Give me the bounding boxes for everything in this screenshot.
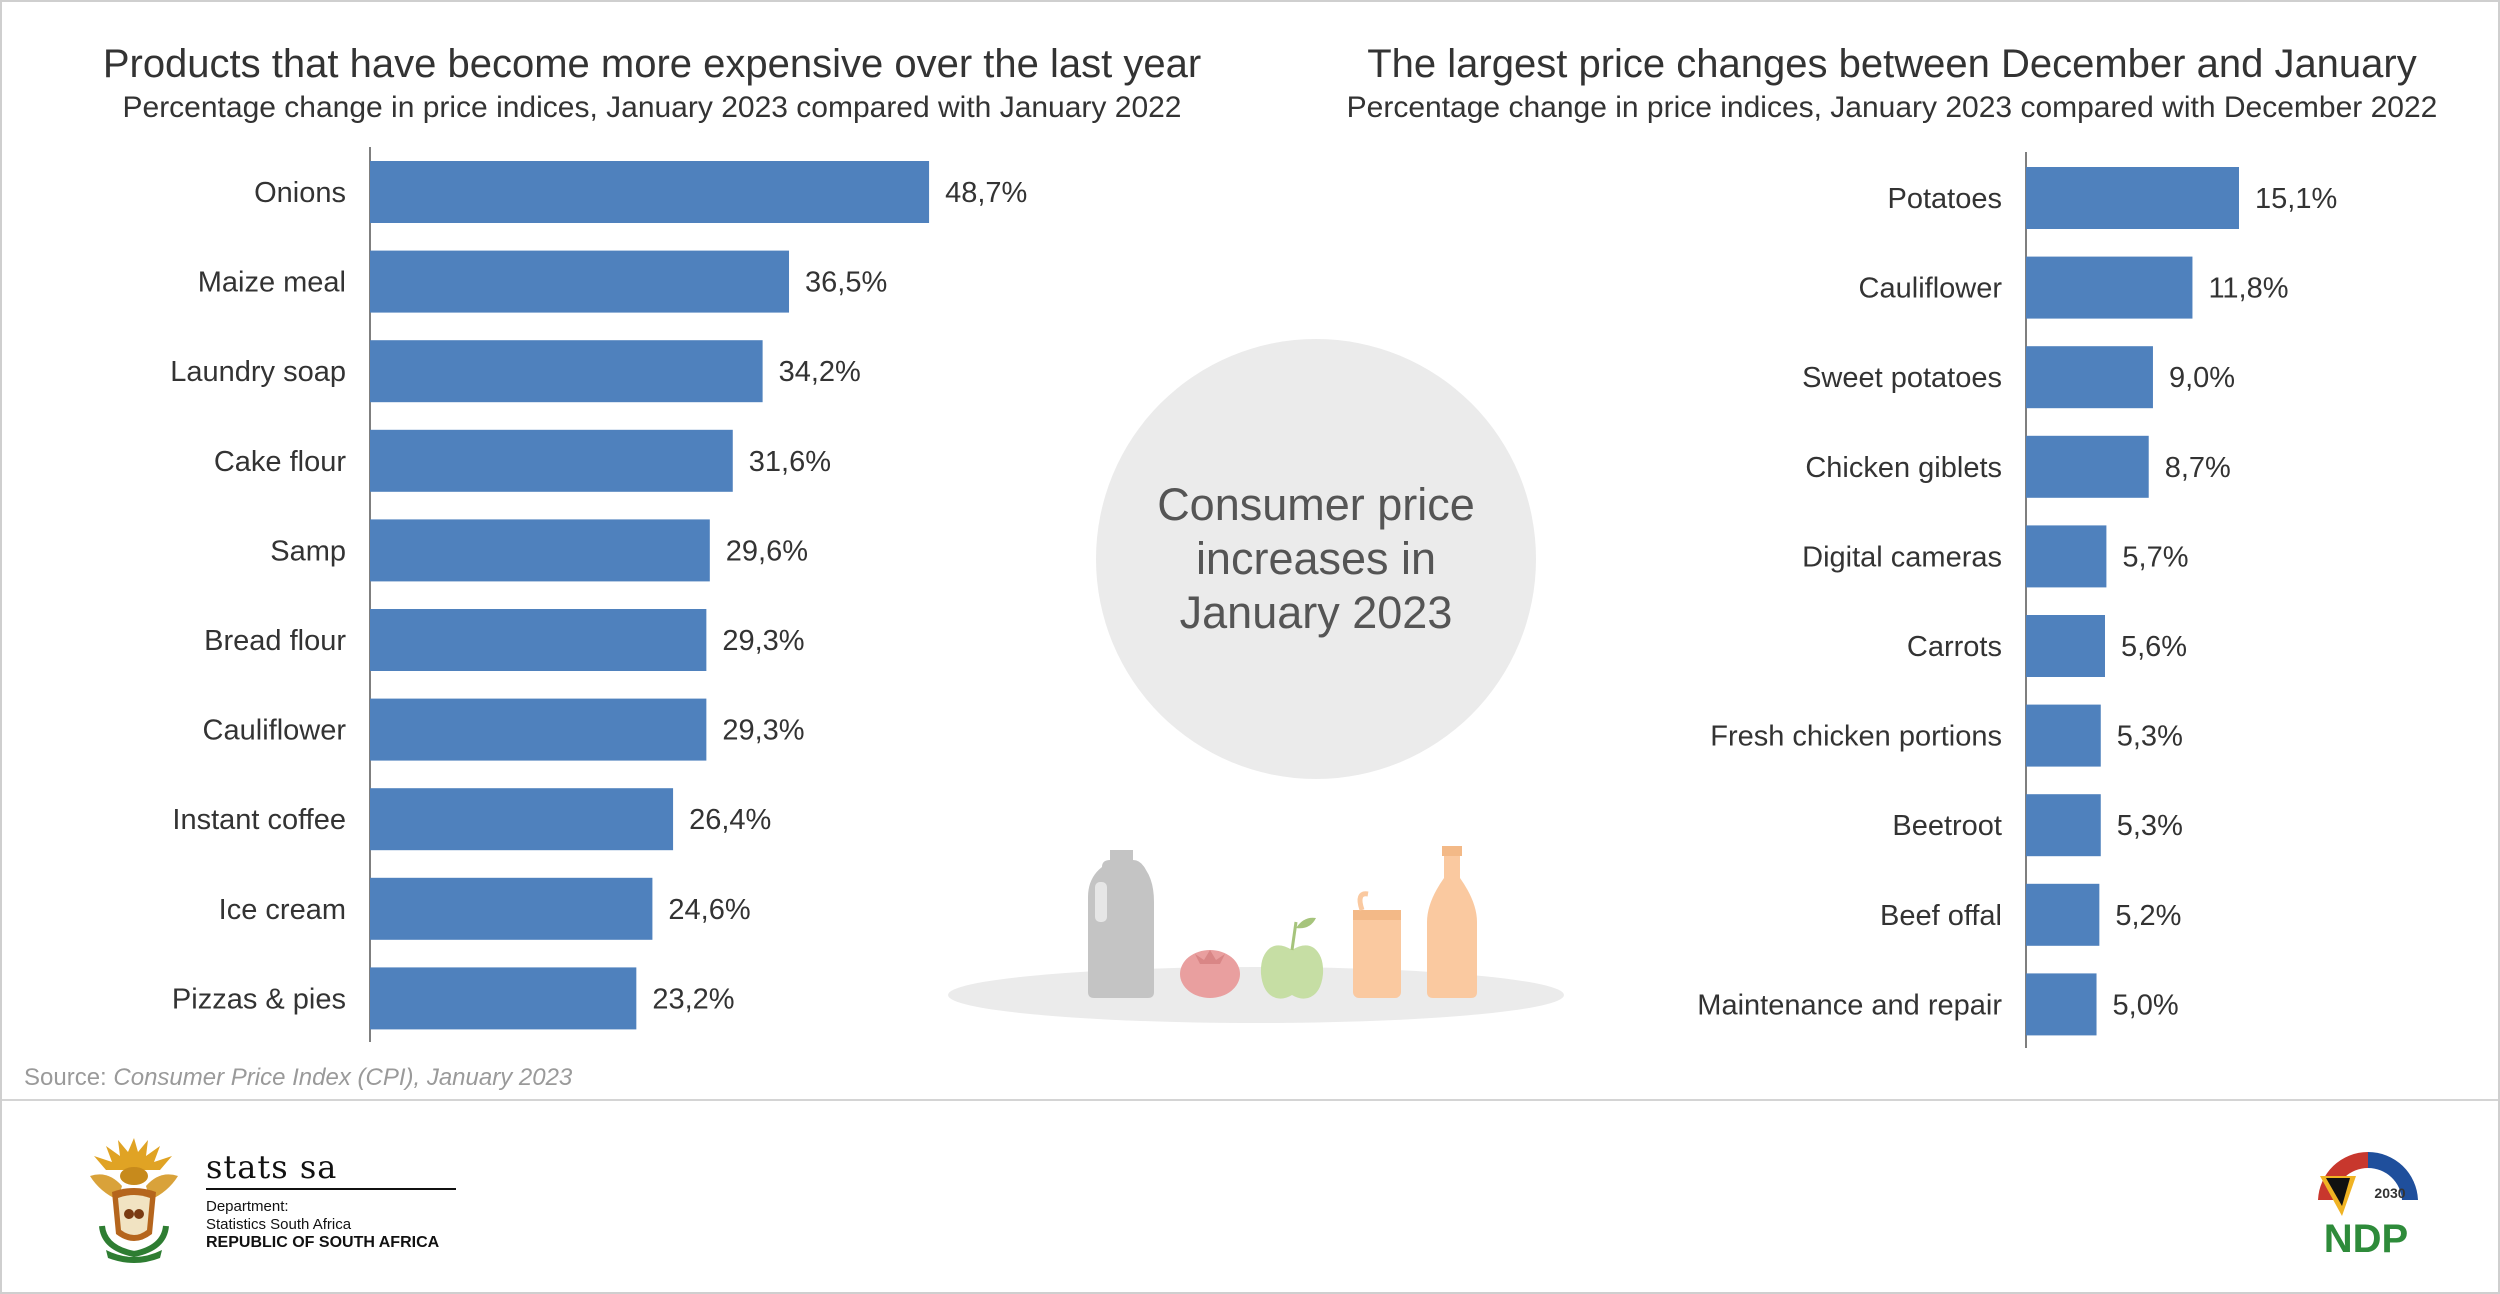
chart-0-value-label: 29,3% [722, 625, 804, 657]
chart-0-value-label: 26,4% [689, 804, 771, 836]
center-text-line-3: January 2023 [1180, 587, 1453, 638]
chart-0-value-label: 29,6% [726, 535, 808, 567]
chart-0-value-label: 34,2% [779, 356, 861, 388]
chart-1-bar [2026, 435, 2149, 498]
stats-sa-logo-text: stats sa Department: Statistics South Af… [206, 1150, 456, 1252]
chart-1-bar [2026, 346, 2153, 409]
chart-0-value-label: 48,7% [945, 177, 1027, 209]
ndp-year: 2030 [2374, 1185, 2405, 1201]
chart-0-bar [370, 967, 637, 1030]
can-icon [1353, 891, 1401, 998]
chart-0-value-label: 31,6% [749, 446, 831, 478]
chart-1-bar [2026, 883, 2100, 946]
chart-1-category-label: Carrots [1907, 631, 2002, 663]
chart-0-category-label: Maize meal [198, 267, 346, 299]
chart-1-category-label: Potatoes [1888, 183, 2002, 215]
chart-0-bar [370, 429, 733, 492]
chart-1-value-label: 8,7% [2165, 452, 2231, 484]
chart-0-category-label: Samp [270, 535, 346, 567]
chart-0-bar [370, 877, 653, 940]
chart-0-value-label: 36,5% [805, 267, 887, 299]
chart-1-category-label: Beef offal [1880, 900, 2002, 932]
ndp-2030-logo: 2030 NDP [2318, 1152, 2418, 1260]
chart-0-category-label: Cauliflower [203, 715, 347, 747]
chart-1-value-label: 5,0% [2113, 989, 2179, 1021]
chart-1-category-label: Cauliflower [1859, 273, 2003, 305]
chart-0-category-label: Instant coffee [172, 804, 346, 836]
footer-divider [2, 1099, 2498, 1101]
apple-icon [1260, 917, 1324, 999]
chart-0-bar [370, 519, 710, 582]
chart-1-value-label: 5,3% [2117, 721, 2183, 753]
chart-0-category-label: Onions [254, 177, 346, 209]
chart-1-bar [2026, 256, 2193, 319]
chart-1-category-label: Sweet potatoes [1802, 362, 2002, 394]
right-chart-title: The largest price changes between Decemb… [1367, 42, 2417, 86]
source-note: Source: Consumer Price Index (CPI), Janu… [24, 1064, 572, 1092]
right-bar-chart: Potatoes 15,1% Cauliflower 11,8% Sweet potat… [1697, 152, 2337, 1048]
chart-1-value-label: 5,2% [2115, 900, 2181, 932]
chart-1-value-label: 11,8% [2208, 273, 2288, 305]
coat-of-arms-logo [90, 1138, 178, 1263]
chart-1-value-label: 5,6% [2121, 631, 2187, 663]
chart-0-value-label: 24,6% [668, 894, 750, 926]
chart-0-category-label: Cake flour [214, 446, 347, 478]
chart-1-value-label: 15,1% [2255, 183, 2337, 215]
chart-1-bar [2026, 525, 2107, 588]
chart-0-bar [370, 250, 790, 313]
left-chart-title: Products that have become more expensive… [102, 42, 1202, 86]
chart-1-category-label: Chicken giblets [1805, 452, 2002, 484]
source-text: Consumer Price Index (CPI), January 2023 [113, 1064, 573, 1091]
chart-1-category-label: Maintenance and repair [1697, 989, 2002, 1021]
chart-0-value-label: 29,3% [722, 715, 804, 747]
logo-stats-south-africa: Statistics South Africa [206, 1216, 352, 1233]
tomato-icon [1180, 950, 1240, 998]
chart-1-bar [2026, 167, 2239, 229]
chart-0-bar [370, 340, 763, 403]
left-bar-chart: Onions 48,7% Maize meal 36,5% Laundry soap 34… [170, 147, 1027, 1042]
logo-republic: REPUBLIC OF SOUTH AFRICA [206, 1234, 440, 1251]
chart-1-category-label: Digital cameras [1802, 541, 2002, 573]
source-label: Source: [24, 1064, 107, 1091]
right-chart-subtitle: Percentage change in price indices, Janu… [1346, 91, 2438, 124]
milk-jug-icon [1088, 850, 1154, 998]
chart-1-bar [2026, 973, 2097, 1036]
chart-1-value-label: 9,0% [2169, 362, 2235, 394]
chart-0-category-label: Laundry soap [170, 356, 346, 388]
chart-0-bar [370, 788, 674, 851]
chart-1-category-label: Beetroot [1892, 810, 2002, 842]
center-circle [1096, 339, 1536, 779]
chart-0-bar [370, 698, 707, 761]
chart-1-value-label: 5,3% [2117, 810, 2183, 842]
chart-0-category-label: Bread flour [204, 625, 346, 657]
chart-1-value-label: 5,7% [2122, 541, 2188, 573]
chart-0-bar [370, 609, 707, 671]
chart-0-category-label: Pizzas & pies [172, 983, 346, 1015]
stats-sa-name: stats sa [206, 1150, 456, 1190]
chart-0-bar [370, 161, 930, 223]
chart-1-category-label: Fresh chicken portions [1710, 721, 2002, 753]
chart-0-category-label: Ice cream [219, 894, 346, 926]
center-illustration: Consumer price increases in January 2023 [948, 339, 1564, 1023]
left-chart-subtitle: Percentage change in price indices, Janu… [122, 91, 1182, 124]
chart-1-bar [2026, 704, 2101, 767]
center-text-line-1: Consumer price [1157, 479, 1475, 530]
center-text-line-2: increases in [1196, 533, 1436, 584]
ndp-text: NDP [2324, 1217, 2408, 1260]
chart-1-bar [2026, 794, 2101, 857]
chart-0-value-label: 23,2% [652, 983, 734, 1015]
logo-department: Department: [206, 1198, 289, 1215]
bottle-icon [1427, 846, 1477, 998]
chart-1-bar [2026, 615, 2105, 677]
